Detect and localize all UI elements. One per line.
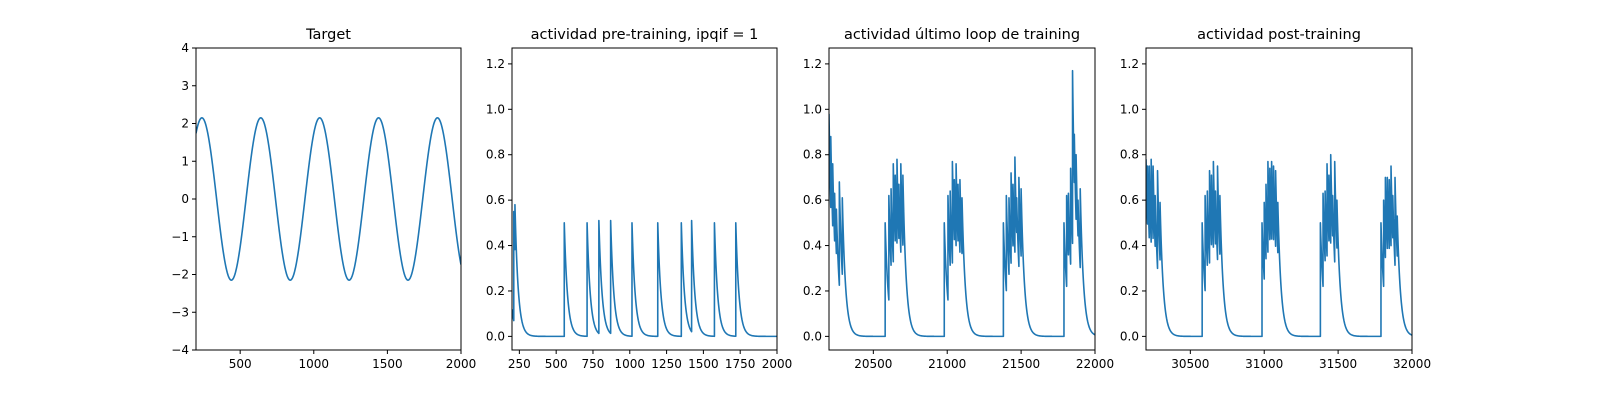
y-tick-label: −2 bbox=[171, 268, 189, 282]
y-tick-label: 1.0 bbox=[1120, 102, 1139, 116]
subplot-title: actividad pre-training, ipqif = 1 bbox=[531, 27, 759, 43]
x-tick-label: 32000 bbox=[1393, 357, 1431, 371]
y-tick-label: 0.8 bbox=[803, 148, 822, 162]
y-tick-label: 3 bbox=[181, 79, 189, 93]
y-tick-label: 1.0 bbox=[486, 102, 505, 116]
y-tick-label: 0 bbox=[181, 192, 189, 206]
axes-frame bbox=[511, 47, 778, 351]
x-tick-label: 500 bbox=[229, 357, 252, 371]
x-tick-label: 750 bbox=[582, 357, 605, 371]
x-tick-label: 20500 bbox=[854, 357, 892, 371]
x-tick-label: 1000 bbox=[299, 357, 330, 371]
y-tick-label: 0.4 bbox=[1120, 239, 1139, 253]
subplot-title: Target bbox=[305, 27, 351, 43]
x-tick-label: 31500 bbox=[1319, 357, 1357, 371]
y-tick-label: −4 bbox=[171, 343, 189, 357]
subplot-2: actividad pre-training, ipqif = 1 250 500 7… bbox=[486, 27, 792, 371]
y-tick-label: 1.2 bbox=[803, 57, 822, 71]
subplot-4: actividad post-training 30500 31000 31500 32… bbox=[1120, 27, 1431, 371]
x-tick-label: 250 bbox=[508, 357, 531, 371]
x-tick-label: 22000 bbox=[1076, 357, 1114, 371]
x-tick-label: 1500 bbox=[372, 357, 403, 371]
y-tick-label: 0.2 bbox=[486, 284, 505, 298]
x-tick-label: 2000 bbox=[446, 357, 477, 371]
y-tick-label: −3 bbox=[171, 305, 189, 319]
y-tick-label: 0.2 bbox=[803, 284, 822, 298]
y-tick-label: 0.0 bbox=[1120, 329, 1139, 343]
x-tick-label: 1750 bbox=[725, 357, 756, 371]
axes-frame bbox=[828, 47, 1096, 351]
y-tick-label: 0.6 bbox=[803, 193, 822, 207]
axes-frame bbox=[1145, 47, 1413, 351]
y-tick-label: 0.8 bbox=[1120, 148, 1139, 162]
y-tick-label: 0.0 bbox=[486, 329, 505, 343]
y-tick-label: 0.0 bbox=[803, 329, 822, 343]
y-tick-label: 2 bbox=[181, 117, 189, 131]
subplot-3: actividad último loop de training 20500 21… bbox=[803, 27, 1114, 371]
x-tick-label: 500 bbox=[545, 357, 568, 371]
y-tick-label: 1 bbox=[181, 154, 189, 168]
y-tick-label: 0.2 bbox=[1120, 284, 1139, 298]
x-tick-label: 21000 bbox=[928, 357, 966, 371]
x-tick-label: 2000 bbox=[762, 357, 793, 371]
y-tick-label: 0.4 bbox=[803, 239, 822, 253]
data-series-line bbox=[196, 117, 461, 281]
y-tick-label: 4 bbox=[181, 41, 189, 55]
x-tick-label: 1250 bbox=[651, 357, 682, 371]
subplot-title: actividad último loop de training bbox=[844, 27, 1080, 43]
y-tick-label: 1.2 bbox=[486, 57, 505, 71]
y-tick-label: 0.6 bbox=[1120, 193, 1139, 207]
y-tick-label: 1.2 bbox=[1120, 57, 1139, 71]
subplot-title: actividad post-training bbox=[1197, 27, 1361, 43]
y-tick-label: 0.4 bbox=[486, 239, 505, 253]
y-tick-label: 0.6 bbox=[486, 193, 505, 207]
x-tick-label: 30500 bbox=[1171, 357, 1209, 371]
x-tick-label: 31000 bbox=[1245, 357, 1283, 371]
data-series-line bbox=[1146, 153, 1412, 338]
data-series-line bbox=[829, 69, 1095, 338]
x-tick-label: 1500 bbox=[688, 357, 719, 371]
y-tick-label: −1 bbox=[171, 230, 189, 244]
x-tick-label: 21500 bbox=[1002, 357, 1040, 371]
y-tick-label: 1.0 bbox=[803, 102, 822, 116]
x-tick-label: 1000 bbox=[615, 357, 646, 371]
y-tick-label: 0.8 bbox=[486, 148, 505, 162]
subplot-1: Target 500 1000 1500 2000 −4 −3 −2 −1 0 1 2 3 4 bbox=[171, 27, 476, 371]
data-series-line bbox=[512, 203, 777, 338]
